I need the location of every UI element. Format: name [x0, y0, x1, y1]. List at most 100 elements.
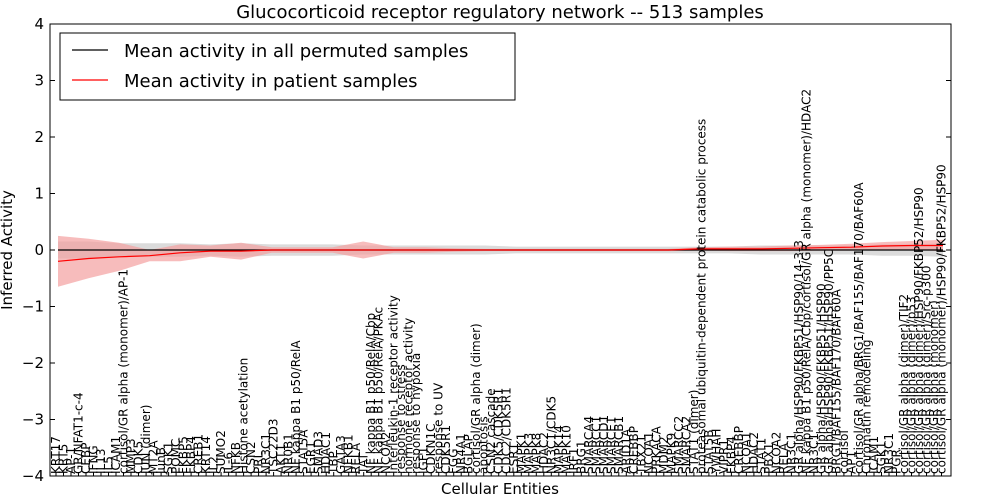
x-tick-label: RELA — [349, 442, 363, 474]
x-tick-label: NF kappa B1 p50/RelA/PKAc — [372, 307, 386, 474]
legend: Mean activity in all permuted samples Me… — [59, 32, 516, 101]
x-tick-label: MT2A — [147, 440, 161, 474]
x-tick-label: GR/NFAT1-c-4 — [72, 392, 86, 474]
x-tick-label: cortisol/GR alpha (dimer)/TIF2 — [897, 294, 911, 474]
y-axis-label: Inferred Activity — [0, 190, 16, 310]
x-tick-label: cortisol/GR alpha (dimer)/Src-p300 — [920, 265, 934, 474]
x-tick-label: BRG1 — [574, 440, 588, 474]
x-tick-label: NCOA2 — [379, 432, 393, 474]
x-tick-label: CREBBP — [627, 426, 641, 474]
x-tick-label: NR3C1 — [784, 433, 798, 474]
x-tick-label: NCOA1 — [739, 432, 753, 474]
x-tick-label: NCOA2 — [769, 432, 783, 474]
x-tick-label: YWHAH — [709, 429, 723, 475]
x-tick-label: TBX21 — [634, 435, 648, 475]
x-tick-label: MAPK1 — [514, 433, 528, 474]
x-tick-label: HDAC1 — [319, 432, 333, 474]
x-tick-label: KRT17 — [49, 436, 63, 474]
x-tick-label: SMARCE1 — [604, 416, 618, 474]
x-tick-label: KRT5 — [57, 444, 71, 474]
x-tick-label: IL2 — [207, 456, 221, 474]
x-tick-label: TAT — [357, 452, 371, 475]
x-tick-label: FGG — [447, 449, 461, 475]
x-tick-label: EGR1 — [304, 441, 318, 474]
x-tick-label: IGF1 — [417, 447, 431, 474]
x-tick-label: Chromatin remodeling — [860, 340, 874, 474]
x-tick-label: response to hypoxia — [409, 353, 423, 474]
x-tick-label: response to UV — [432, 382, 446, 474]
x-tick-label: response to stress — [394, 364, 408, 474]
x-tick-label: JunB — [154, 447, 168, 475]
x-tick-label: MAPK14 — [552, 425, 566, 474]
x-tick-label: NR3C1 — [882, 433, 896, 474]
x-tick-label: SMAD3 — [312, 431, 326, 474]
x-tick-label: IFNG — [87, 445, 101, 474]
x-tick-label: MMP3 — [124, 438, 138, 474]
x-tick-label: BRG1/BAF155/BAF170/BAF60A — [829, 288, 843, 474]
x-tick-label: ICAM1 — [109, 436, 123, 474]
x-tick-label: TBP — [327, 451, 341, 475]
y-tick-label: −4 — [22, 467, 44, 485]
x-tick-label: CSN2 — [244, 441, 258, 474]
y-tick-label: 1 — [34, 185, 44, 203]
x-tick-label: NCOA1 — [642, 432, 656, 474]
x-tick-label: POMC — [169, 439, 183, 474]
x-tick-label: PRL — [252, 451, 266, 474]
x-tick-label: CREBBP — [732, 426, 746, 474]
x-tick-label: cortisol/GR alpha (monomer)/AP-1 — [117, 269, 131, 474]
x-tick-label: FKBP5 — [177, 436, 191, 474]
x-tick-label: SUMO2 — [214, 430, 228, 474]
x-tick-label: cortisol/GR alpha (monomer)/HSP90/FKBP52… — [935, 164, 949, 474]
x-tick-label: CREB1 — [192, 434, 206, 474]
x-tick-label: STAT5A — [297, 429, 311, 474]
x-tick-label: Histone acetylation — [237, 358, 251, 474]
x-tick-label: NFKB1 — [342, 434, 356, 474]
legend-label-permuted: Mean activity in all permuted samples — [124, 41, 468, 62]
x-tick-label: HDAC2 — [537, 432, 551, 474]
x-tick-label: FKBP4 — [184, 436, 198, 474]
x-tick-label: CDK5/CDK5R1 — [492, 388, 506, 474]
x-tick-label: PBX1 — [762, 443, 776, 474]
x-tick-label: NF kappa B1 p50/RelA/Cbp/cortisol/GR alp… — [799, 89, 813, 474]
legend-box — [59, 32, 516, 101]
y-tick-label: −2 — [22, 354, 44, 372]
y-tick-label: 2 — [34, 128, 44, 146]
x-tick-label: IL-6 — [222, 452, 236, 474]
y-tick-label: 4 — [34, 15, 44, 33]
x-tick-label: NR0B1 — [282, 433, 296, 474]
x-tick-label: GR alpha/HSP90/FKBP51/HSP90/PP5C — [822, 249, 836, 474]
x-tick-label: MAPK9 — [664, 433, 678, 474]
x-tick-label: ARID1A — [619, 428, 633, 474]
x-tick-label: GR alpha/HSP90/FKBP51/HSP90/14-3-3 — [792, 240, 806, 474]
y-tick-label: −3 — [22, 411, 44, 429]
x-tick-label: MDM2 — [657, 436, 671, 474]
x-tick-label: STAT1 — [754, 438, 768, 474]
x-tick-label: ESR1 — [507, 443, 521, 474]
x-tick-label: STAT5B — [702, 430, 716, 475]
x-tick-label: IRF1 — [567, 448, 581, 474]
x-tick-label: NF kappa B1 p50/RelA — [289, 340, 303, 474]
y-tick-label: 0 — [34, 241, 44, 259]
x-tick-label: IL13 — [94, 449, 108, 475]
x-tick-label: NF kappa B1 p50/RelA/Cbp — [364, 313, 378, 474]
x-tick-label: RELA — [777, 442, 791, 474]
x-tick-label: cortisol/GR alpha (dimer)/HSP90/FKBP52/H… — [912, 187, 926, 474]
x-tick-label: AP1 — [844, 451, 858, 474]
series-line-1 — [57, 244, 943, 262]
x-tick-label: MAPK3 — [522, 433, 536, 474]
x-tick-label: IL5 — [102, 456, 116, 474]
x-tick-label: cortisol/GR alpha (monomer) — [927, 300, 941, 474]
x-tick-label: cortisol/GR alpha (dimer)/p53 — [905, 296, 919, 474]
x-tick-label: hormone receptor activity — [402, 318, 416, 474]
x-tick-label: MAPK10 — [559, 425, 573, 474]
x-tick-label: ICAM1 — [867, 436, 881, 474]
x-tick-label: PGR — [890, 449, 904, 474]
x-tick-label: SMARCB1 — [612, 416, 626, 474]
x-tick-label: SGK1 — [162, 442, 176, 474]
x-tick-label: cortisol — [837, 430, 851, 474]
x-tick-label: STAT1 (dimer) — [687, 390, 701, 474]
x-tick-label: cortisol/GR alpha/BRG1/BAF155/BAF170/BAF… — [852, 182, 866, 474]
x-tick-label: cortisol/GR alpha (dimer) — [469, 323, 483, 474]
x-tick-label: MAPK8 — [529, 433, 543, 474]
